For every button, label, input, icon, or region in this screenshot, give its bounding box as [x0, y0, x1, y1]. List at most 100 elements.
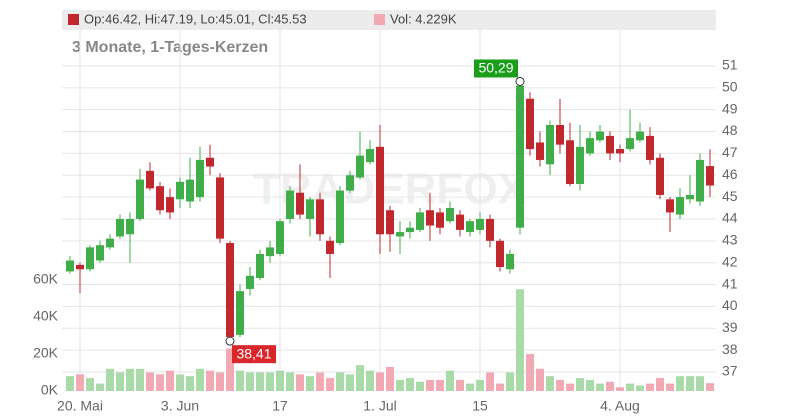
volume-bar: [356, 365, 364, 391]
y-tick-label: 37: [722, 363, 738, 379]
volume-bar: [636, 385, 644, 391]
y2-tick-label: 20K: [33, 345, 59, 361]
volume-bar: [566, 383, 574, 391]
candle-body: [146, 170, 154, 189]
legend-bar: [62, 10, 716, 30]
legend-swatch: [374, 14, 385, 25]
candle-body: [376, 146, 384, 235]
legend-ohlc: Op:46.42, Hi:47.19, Lo:45.01, Cl:45.53: [84, 11, 307, 26]
volume-bar: [376, 372, 384, 391]
volume-bar: [506, 372, 514, 391]
candle-body: [66, 260, 74, 272]
volume-bar: [426, 379, 434, 391]
volume-bar: [286, 372, 294, 391]
volume-bar: [206, 370, 214, 391]
volume-bar: [626, 383, 634, 391]
volume-bar: [466, 383, 474, 391]
y2-tick-label: 0K: [41, 382, 59, 398]
y2-tick-label: 40K: [33, 308, 59, 324]
volume-bar: [126, 368, 134, 391]
candle-body: [476, 218, 484, 230]
candle-body: [346, 175, 354, 191]
y-tick-label: 44: [722, 210, 738, 226]
legend-volume: Vol: 4.229K: [390, 11, 457, 26]
candle-body: [686, 194, 694, 200]
candle-body: [356, 155, 364, 178]
volume-bar: [586, 379, 594, 391]
x-tick-label: 20. Mai: [57, 398, 103, 414]
candle-body: [266, 247, 274, 257]
volume-bar: [416, 381, 424, 391]
volume-bar: [66, 376, 74, 391]
volume-bar: [166, 370, 174, 391]
candle-body: [586, 138, 594, 154]
candle-body: [546, 124, 554, 165]
candle-body: [326, 240, 334, 254]
y-tick-label: 40: [722, 297, 738, 313]
candle-body: [386, 210, 394, 235]
y-tick-label: 49: [722, 100, 738, 116]
candle-body: [646, 135, 654, 160]
subtitle: 3 Monate, 1-Tages-Kerzen: [72, 39, 268, 56]
volume-bar: [236, 370, 244, 391]
volume-bar: [366, 370, 374, 391]
y-tick-label: 48: [722, 122, 738, 138]
candle-body: [76, 264, 84, 270]
candle-body: [496, 240, 504, 268]
volume-bar: [656, 378, 664, 391]
candle-body: [166, 197, 174, 213]
candle-body: [596, 131, 604, 141]
volume-bar: [326, 378, 334, 391]
candle-body: [656, 157, 664, 195]
x-tick-label: 4. Aug: [600, 398, 640, 414]
y-tick-label: 41: [722, 275, 738, 291]
candle-body: [506, 253, 514, 270]
candle-body: [456, 214, 464, 230]
volume-bar: [136, 368, 144, 391]
volume-bar: [646, 383, 654, 391]
volume-bar: [616, 387, 624, 391]
candle-body: [176, 181, 184, 200]
candle-body: [446, 208, 454, 222]
candle-body: [216, 177, 224, 239]
volume-bar: [396, 379, 404, 391]
candle-body: [286, 190, 294, 219]
volume-bar: [446, 370, 454, 391]
candle-body: [106, 238, 114, 248]
candle-body: [516, 85, 524, 228]
volume-bar: [436, 379, 444, 391]
volume-bar: [546, 376, 554, 391]
volume-bar: [246, 372, 254, 391]
volume-bar: [516, 289, 524, 391]
candle-body: [366, 149, 374, 163]
candle-body: [606, 135, 614, 154]
candle-body: [616, 149, 624, 154]
volume-bar: [536, 368, 544, 391]
volume-bar: [256, 372, 264, 391]
candle-body: [626, 138, 634, 150]
volume-bar: [476, 379, 484, 391]
volume-bar: [496, 383, 504, 391]
volume-bar: [316, 372, 324, 391]
volume-bar: [456, 379, 464, 391]
candle-body: [156, 186, 164, 211]
candle-body: [566, 140, 574, 184]
volume-bar: [96, 383, 104, 391]
volume-bar: [216, 372, 224, 391]
candle-body: [276, 221, 284, 254]
x-tick-label: 17: [272, 398, 288, 414]
candle-body: [536, 142, 544, 160]
extreme-marker: [515, 76, 525, 86]
candle-body: [526, 98, 534, 150]
volume-bar: [306, 376, 314, 391]
candle-body: [336, 190, 344, 244]
volume-bar: [156, 374, 164, 391]
volume-bar: [686, 376, 694, 391]
candle-body: [246, 275, 254, 289]
volume-bar: [226, 348, 234, 391]
candle-body: [296, 192, 304, 215]
volume-bar: [606, 381, 614, 391]
y-tick-label: 42: [722, 253, 738, 269]
volume-bar: [336, 372, 344, 391]
